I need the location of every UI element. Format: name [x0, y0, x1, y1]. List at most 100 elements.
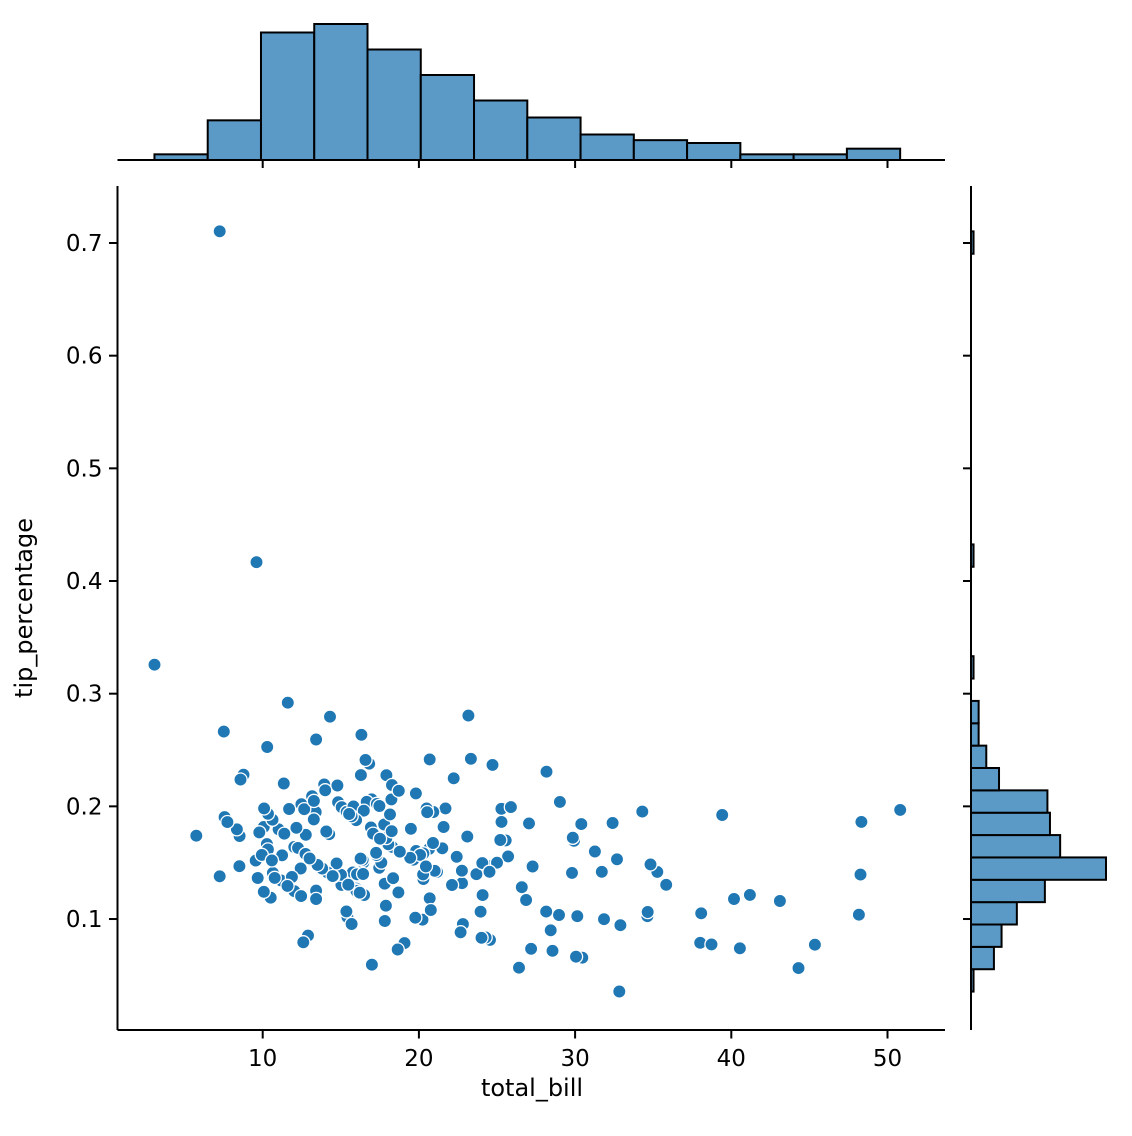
scatter-point [325, 868, 340, 884]
scatter-point [212, 224, 227, 239]
scatter-point [543, 923, 558, 938]
scatter-point [460, 829, 475, 844]
scatter-point [438, 801, 453, 816]
scatter-point [564, 865, 580, 881]
scatter-point [339, 904, 354, 919]
x-tick-label: 30 [560, 1046, 589, 1072]
top-marginal-histogram [117, 23, 945, 168]
scatter-point [220, 814, 235, 830]
scatter-point [353, 851, 368, 866]
scatter-point [308, 891, 324, 907]
scatter-point [658, 877, 674, 893]
scatter-point [382, 807, 398, 822]
x-hist-bar [366, 48, 422, 161]
scatter-point [372, 798, 387, 814]
y-hist-bar [970, 543, 975, 568]
x-hist-bar [153, 153, 209, 161]
scatter-point [485, 757, 500, 773]
scatter-point [264, 853, 280, 868]
scatter-point [408, 910, 423, 925]
scatter-point [493, 832, 508, 848]
scatter-point [344, 916, 359, 932]
y-hist-bar [970, 968, 975, 993]
y-tick-label: 0.5 [66, 456, 103, 482]
scatter-point [570, 908, 585, 924]
scatter-point [256, 801, 272, 816]
scatter-point [377, 913, 393, 929]
scatter-point [640, 904, 655, 920]
scatter-point [293, 888, 309, 904]
scatter-point [704, 937, 719, 952]
scatter-point [276, 776, 292, 791]
x-tick-label: 10 [248, 1046, 277, 1072]
scatter-point [853, 867, 868, 882]
scatter-plot [147, 224, 908, 999]
scatter-point [425, 835, 441, 851]
scatter-point [249, 554, 264, 570]
scatter-point [385, 870, 401, 886]
scatter-point [609, 852, 625, 867]
scatter-point [233, 772, 248, 787]
y-tick-label: 0.3 [66, 682, 103, 708]
scatter-point [302, 851, 317, 866]
scatter-point [461, 708, 476, 723]
scatter-point [296, 935, 311, 950]
scatter-point [482, 864, 497, 880]
scatter-point [280, 695, 296, 710]
x-tick-label: 50 [873, 1046, 902, 1072]
scatter-point [281, 801, 297, 817]
scatter-point [612, 984, 627, 999]
scatter-point [613, 917, 628, 933]
scatter-point [403, 821, 419, 837]
scatter-point [854, 814, 869, 830]
scatter-point [280, 878, 295, 894]
scatter-point [643, 857, 658, 872]
scatter-point [742, 887, 758, 903]
y-hist-bar [970, 744, 988, 769]
scatter-point [521, 816, 537, 831]
y-hist-bar [970, 722, 980, 747]
scatter-point [354, 727, 369, 743]
scatter-point [250, 870, 265, 886]
x-hist-bar [632, 139, 689, 162]
y-tick-label: 0.7 [66, 231, 103, 257]
scatter-point [454, 863, 470, 878]
scatter-point [267, 870, 282, 886]
scatter-point [518, 892, 534, 908]
scatter-point [353, 767, 369, 783]
right-marginal-histogram [963, 186, 1107, 1030]
x-hist-bar [845, 147, 902, 162]
x-hist-bar [526, 116, 582, 161]
y-tick-label: 0.6 [66, 344, 103, 370]
y-hist-bar [970, 766, 1001, 792]
scatter-point [587, 844, 603, 859]
scatter-point [277, 826, 292, 841]
x-hist-bar [259, 31, 316, 161]
scatter-point [378, 898, 394, 913]
scatter-point [306, 812, 322, 827]
scatter-point [545, 943, 560, 959]
scatter-point [390, 942, 405, 957]
scatter-point [474, 930, 489, 946]
scatter-point [436, 819, 451, 835]
scatter-point [423, 902, 439, 918]
scatter-point [392, 844, 408, 859]
scatter-point [539, 764, 554, 779]
scatter-point [538, 904, 554, 919]
y-tick-label: 0.2 [66, 794, 103, 820]
y-tick-label: 0.4 [66, 569, 103, 595]
scatter-point [418, 859, 434, 874]
y-hist-bar [970, 834, 1062, 859]
main-axes: 10 20 30 40 50 0.1 0.2 0.3 0.4 0.5 0.6 0.7 [66, 186, 945, 1072]
x-hist-bar [686, 142, 742, 161]
scatter-point [408, 786, 424, 801]
scatter-point [364, 957, 380, 972]
scatter-point [892, 802, 908, 818]
y-hist-bar [970, 878, 1046, 904]
scatter-point [147, 657, 162, 672]
scatter-point [494, 814, 509, 830]
scatter-point [256, 884, 272, 900]
x-hist-bar [473, 99, 529, 161]
scatter-point [422, 752, 437, 767]
